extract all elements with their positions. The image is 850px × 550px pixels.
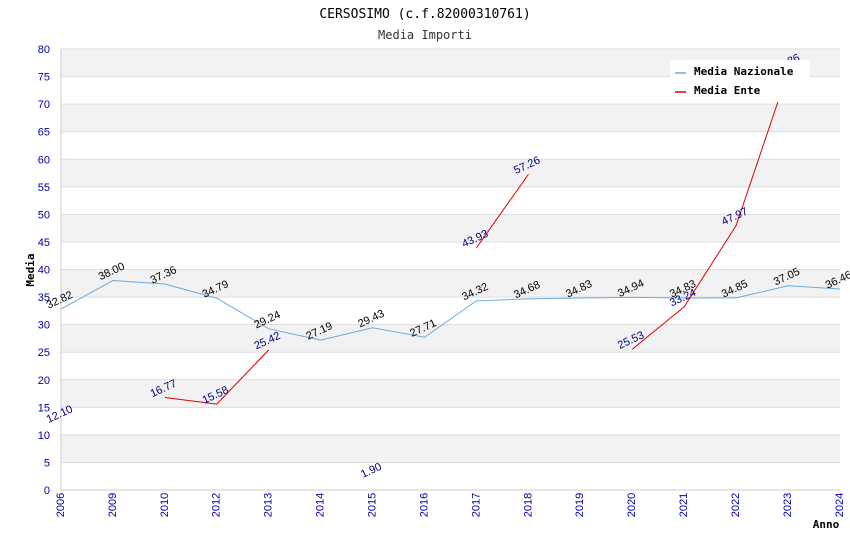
- plot-band: [61, 297, 840, 325]
- y-tick-label: 45: [38, 237, 50, 249]
- y-axis-label: Media: [24, 253, 37, 286]
- y-tick-label: 80: [38, 44, 50, 56]
- x-tick-label: 2021: [678, 493, 690, 517]
- chart-subtitle: Media Importi: [378, 28, 472, 42]
- y-tick-label: 15: [38, 402, 50, 414]
- plot-band: [61, 379, 840, 408]
- plot-bands: [61, 49, 840, 490]
- x-tick-label: 2012: [211, 493, 223, 517]
- x-tick-label: 2023: [782, 493, 794, 517]
- plot-band: [61, 434, 840, 463]
- y-tick-label: 35: [38, 292, 50, 304]
- legend-box: [670, 60, 810, 102]
- series-line-media-ente: [164, 349, 270, 405]
- legend: Media Nazionale Media Ente: [670, 60, 810, 102]
- y-tick-label: 70: [38, 99, 50, 111]
- y-tick-label: 55: [38, 182, 50, 194]
- x-tick-label: 2020: [626, 493, 638, 517]
- x-tick-label: 2018: [522, 493, 534, 517]
- y-tick-label: 25: [38, 347, 50, 359]
- x-tick-label: 2024: [834, 493, 846, 517]
- y-tick-label: 0: [44, 485, 50, 497]
- plot-band: [61, 407, 840, 435]
- x-tick-label: 2015: [367, 493, 379, 517]
- plot-band: [61, 352, 840, 380]
- x-tick-label: 2006: [55, 493, 67, 517]
- y-tick-label: 30: [38, 320, 50, 332]
- y-tick-label: 40: [38, 265, 50, 277]
- x-tick-label: 2014: [315, 493, 327, 517]
- x-tick-label: 2019: [574, 493, 586, 517]
- series-line-media-ente: [631, 71, 789, 350]
- y-tick-label: 10: [38, 430, 50, 442]
- plot-band: [61, 324, 840, 353]
- plot-band: [61, 214, 840, 242]
- x-tick-label: 2010: [159, 493, 171, 517]
- x-tick-label: 2009: [107, 493, 119, 517]
- grid: [60, 48, 840, 491]
- legend-label-media-ente: Media Ente: [694, 84, 761, 97]
- chart-title: CERSOSIMO (c.f.82000310761): [319, 7, 530, 22]
- y-tick-label: 20: [38, 375, 50, 387]
- y-tick-label: 65: [38, 127, 50, 139]
- x-tick-label: 2022: [730, 493, 742, 517]
- plot-band: [61, 159, 840, 187]
- y-tick-label: 60: [38, 154, 50, 166]
- series-lines: [60, 71, 841, 405]
- x-tick-label: 2013: [263, 493, 275, 517]
- plot-band: [61, 131, 840, 160]
- plot-band: [61, 186, 840, 215]
- legend-label-media-nazionale: Media Nazionale: [694, 65, 794, 78]
- y-tick-label: 50: [38, 209, 50, 221]
- plot-band: [61, 269, 840, 298]
- plot-band: [61, 462, 840, 490]
- x-axis-label: Anno: [813, 518, 840, 531]
- y-tick-label: 5: [44, 457, 50, 469]
- y-axis: 0 5 10 15 20 25 30 35 40 45 50 55 60 65 70 75 80: [38, 44, 50, 497]
- x-tick-label: 2016: [418, 493, 430, 517]
- x-tick-label: 2017: [470, 493, 482, 517]
- plot-band: [61, 104, 840, 132]
- plot-band: [61, 241, 840, 270]
- series-line-media-ente: [476, 174, 529, 249]
- series-line-media-nazionale: [60, 280, 841, 341]
- y-tick-label: 75: [38, 72, 50, 84]
- x-axis: 2006 2009 2010 2012 2013 2014 2015 2016 2017 2018…: [55, 493, 846, 517]
